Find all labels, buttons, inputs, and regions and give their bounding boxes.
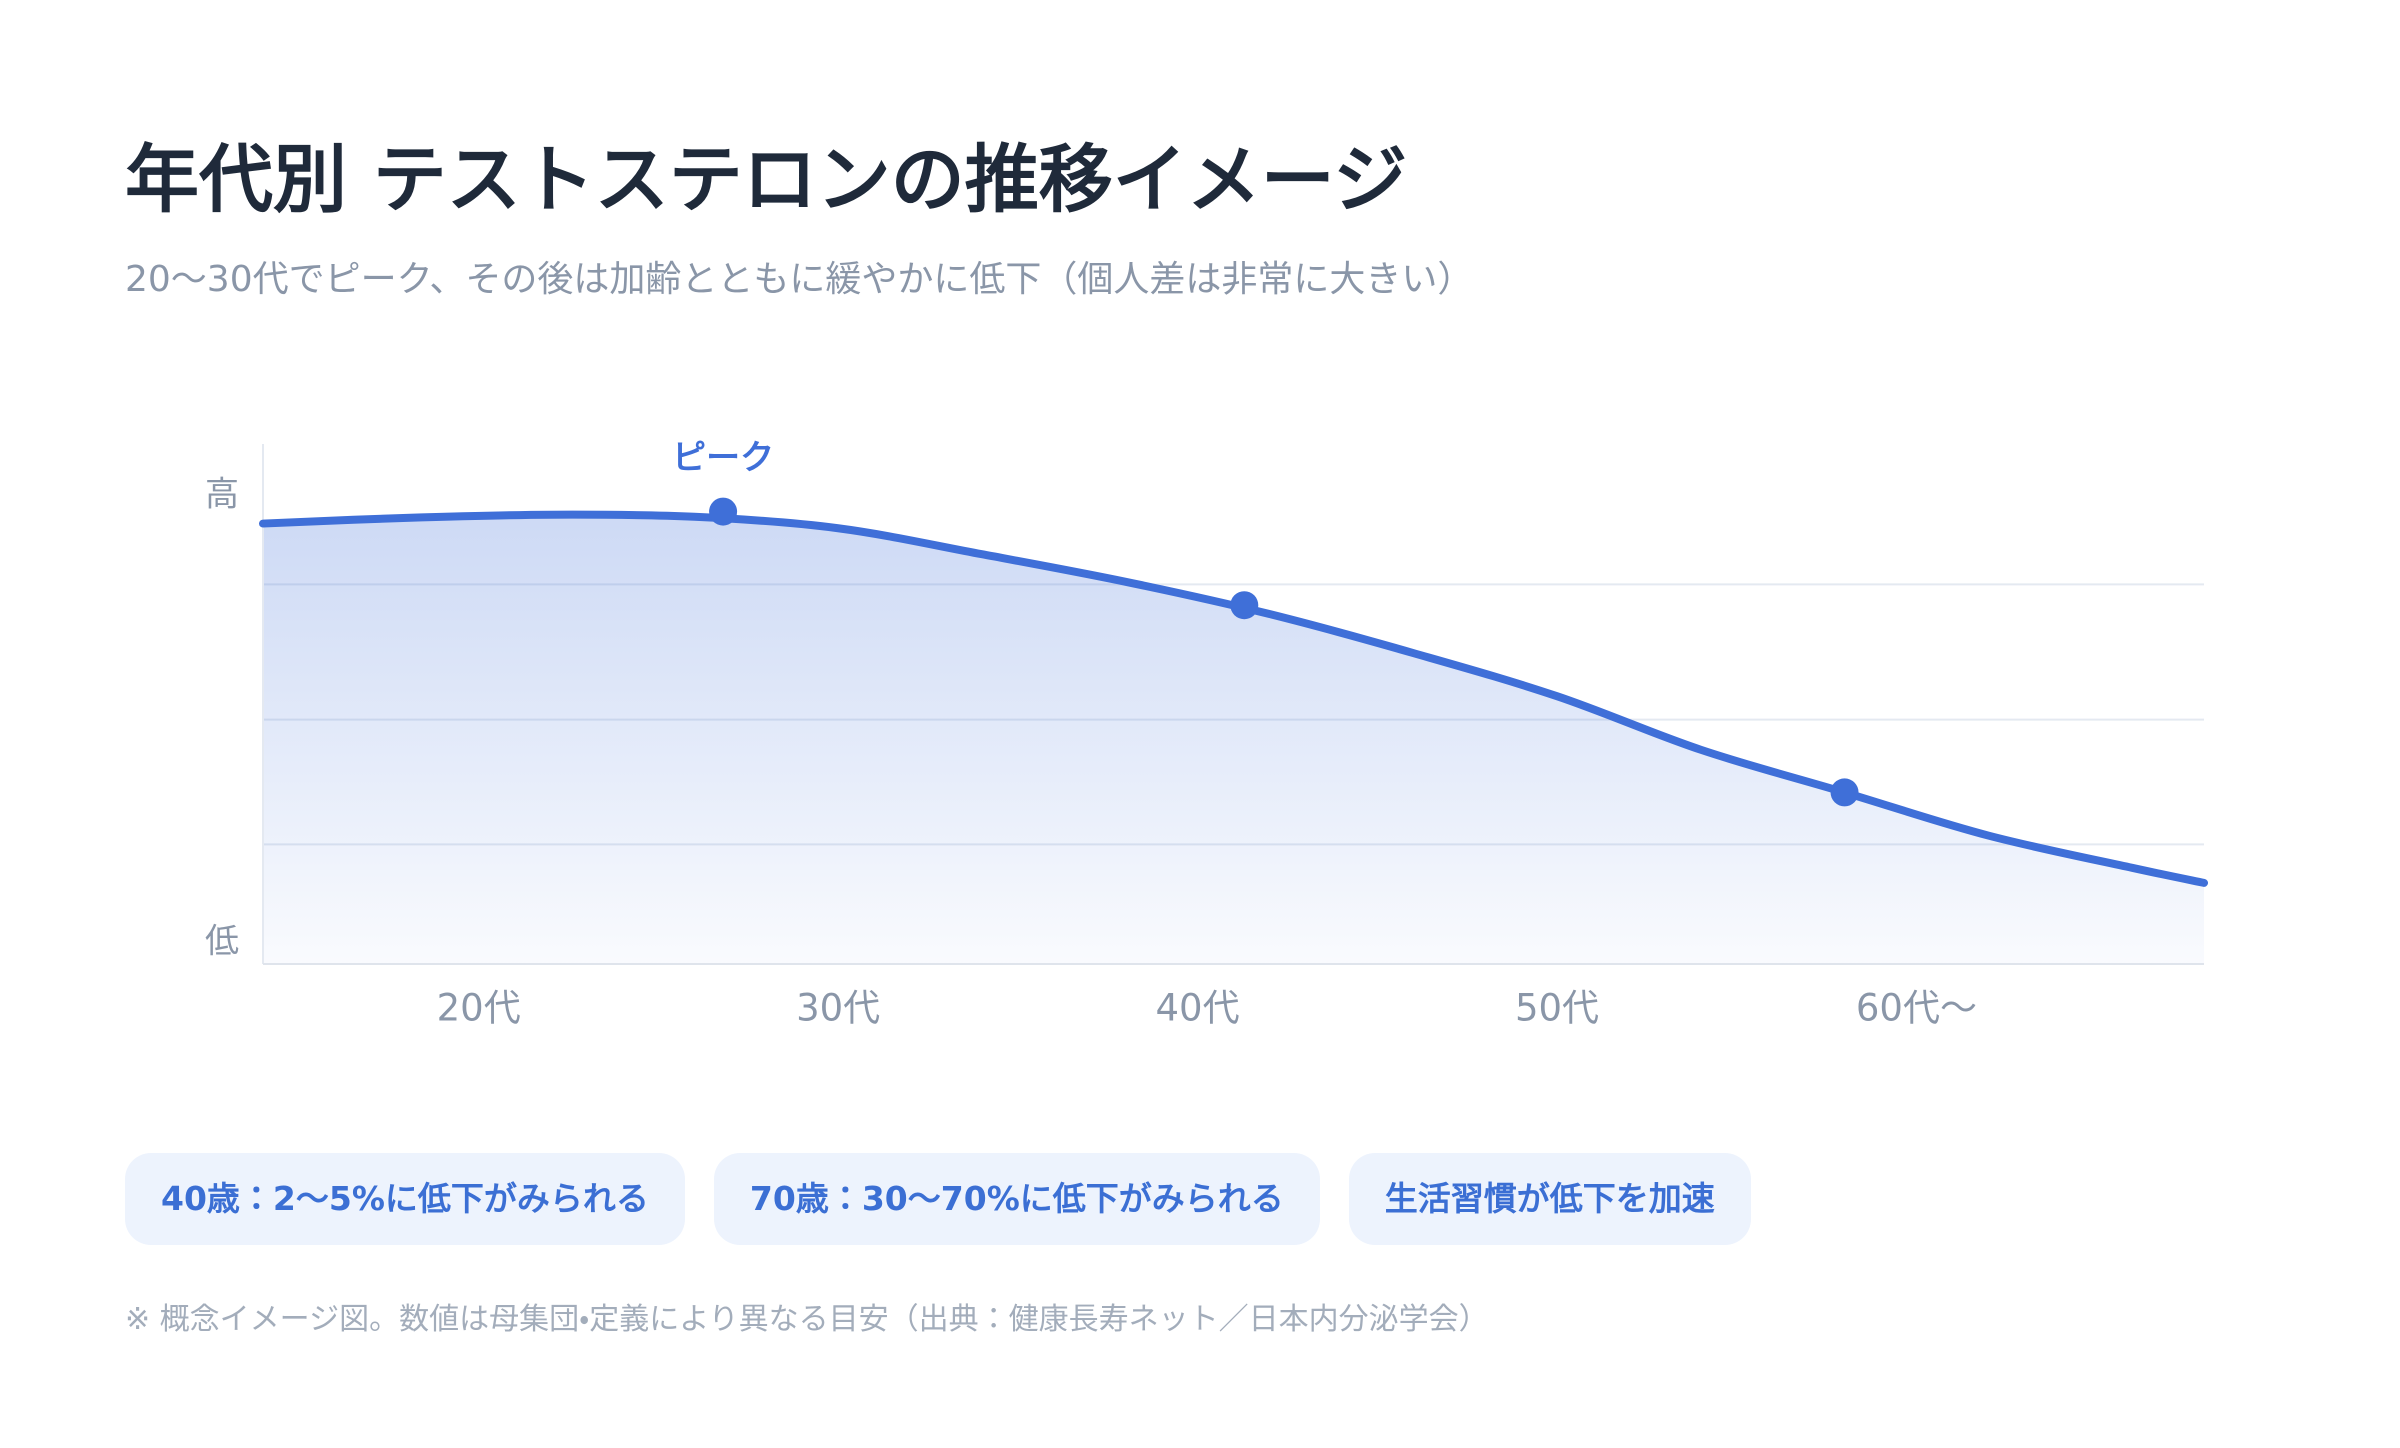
area — [263, 514, 2204, 964]
marker — [1830, 778, 1859, 807]
line — [259, 510, 2208, 887]
marker — [1230, 591, 1259, 620]
x-tick-label: 40代 — [1156, 987, 1240, 1030]
chart-subtitle: 20〜30代でピーク、その後は加齢とともに緩やかに低下（個人差は非常に大きい） — [125, 259, 1474, 300]
note-badge: 40歳：2〜5%に低下がみられる — [125, 1153, 685, 1245]
y-tick-label: 高 — [205, 475, 239, 515]
y-tick-label: 低 — [205, 922, 239, 962]
chart-title: 年代別 テストステロンの推移イメージ — [125, 137, 1408, 223]
note-badge: 70歳：30〜70%に低下がみられる — [713, 1153, 1320, 1245]
peak-label: ピーク — [672, 438, 774, 478]
x-tick-label: 30代 — [796, 987, 880, 1030]
notes: 40歳：2〜5%に低下がみられる 70歳：30〜70%に低下がみられる 生活習慣が低… — [125, 1153, 1751, 1245]
footnote: ※ 概念イメージ図。数値は母集団・定義により異なる目安（出典：健康長寿ネット／日… — [125, 1302, 1489, 1337]
x-tick-label: 60代〜 — [1856, 987, 1977, 1030]
note-badge: 生活習慣が低下を加速 — [1348, 1153, 1751, 1245]
marker — [709, 497, 738, 526]
x-tick-label: 50代 — [1515, 987, 1599, 1030]
x-tick-label: 20代 — [437, 987, 521, 1030]
